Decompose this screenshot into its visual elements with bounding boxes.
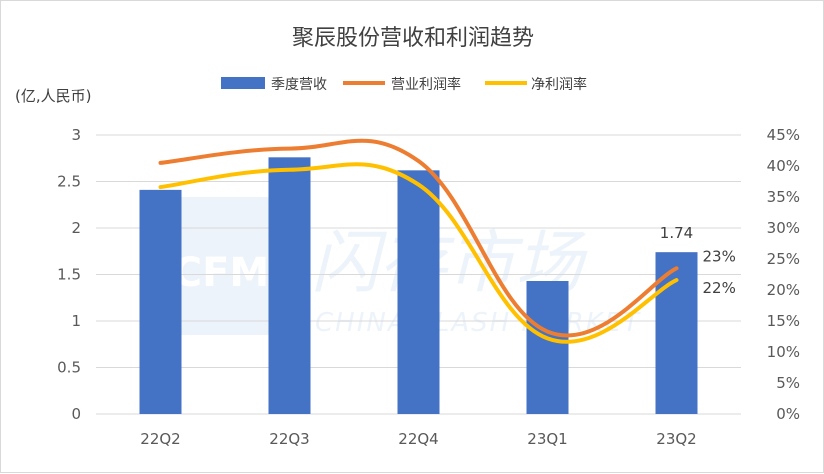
data-labels: 1.74 23% 22% <box>660 224 736 297</box>
left-axis-ticks: 0 0.5 1 1.5 2 2.5 3 <box>57 126 81 423</box>
right-axis-tick-label: 15% <box>767 312 800 330</box>
revenue-bar <box>139 189 182 414</box>
right-axis-tick-label: 40% <box>767 157 800 175</box>
watermark-logo-text: CFM <box>173 250 269 296</box>
right-axis-tick-label: 25% <box>767 250 800 268</box>
margin-lines <box>158 138 679 344</box>
left-axis-tick-label: 3 <box>71 126 81 144</box>
x-axis-ticks: 22Q2 22Q3 22Q4 23Q1 23Q2 <box>140 430 696 448</box>
legend-item-revenue: 季度营收 <box>221 77 327 93</box>
data-label: 23% <box>703 247 736 265</box>
legend: 季度营收 营业利润率 净利润率 <box>221 76 587 93</box>
left-axis-tick-label: 2 <box>71 219 81 237</box>
x-axis-tick-label: 22Q2 <box>140 430 180 448</box>
right-axis-tick-label: 35% <box>767 188 800 206</box>
left-axis-unit-label: (亿,人民币) <box>15 87 91 105</box>
x-axis-tick-label: 22Q4 <box>398 430 438 448</box>
data-label: 1.74 <box>660 224 693 242</box>
revenue-bar <box>397 170 440 414</box>
revenue-bar <box>526 281 569 414</box>
left-axis-tick-label: 1.5 <box>57 266 81 284</box>
legend-item-net-margin: 净利润率 <box>485 76 587 93</box>
right-axis-tick-label: 0% <box>776 405 800 423</box>
left-axis-tick-label: 2.5 <box>57 173 81 191</box>
right-axis-ticks: 0% 5% 10% 15% 20% 25% 30% 35% 40% 45% <box>767 126 800 423</box>
revenue-bar <box>268 157 311 414</box>
left-axis-tick-label: 0.5 <box>57 359 81 377</box>
right-axis-tick-label: 10% <box>767 343 800 361</box>
net-margin-line <box>158 162 679 344</box>
watermark-logo: CFM 闪存市场 CHINA FLASH MARKET <box>165 197 641 338</box>
data-label: 22% <box>703 279 736 297</box>
legend-label-operating-margin: 营业利润率 <box>391 76 461 93</box>
right-axis-tick-label: 30% <box>767 219 800 237</box>
legend-label-revenue: 季度营收 <box>271 77 327 93</box>
watermark-en: CHINA FLASH MARKET <box>315 308 641 338</box>
legend-item-operating-margin: 营业利润率 <box>343 76 461 93</box>
right-axis-tick-label: 5% <box>776 374 800 392</box>
right-axis-tick-label: 45% <box>767 126 800 144</box>
watermark-logo-badge <box>165 197 277 335</box>
chart-title: 聚辰股份营收和利润趋势 <box>292 26 534 51</box>
left-axis-tick-label: 0 <box>71 405 81 423</box>
legend-label-net-margin: 净利润率 <box>531 76 587 93</box>
legend-swatch-revenue <box>221 77 265 89</box>
revenue-bars <box>139 157 698 414</box>
x-axis-tick-label: 22Q3 <box>269 430 309 448</box>
operating-margin-line <box>158 138 679 338</box>
x-axis-tick-label: 23Q1 <box>527 430 567 448</box>
right-axis-tick-label: 20% <box>767 281 800 299</box>
left-axis-tick-label: 1 <box>71 312 81 330</box>
x-axis-tick-label: 23Q2 <box>656 430 696 448</box>
